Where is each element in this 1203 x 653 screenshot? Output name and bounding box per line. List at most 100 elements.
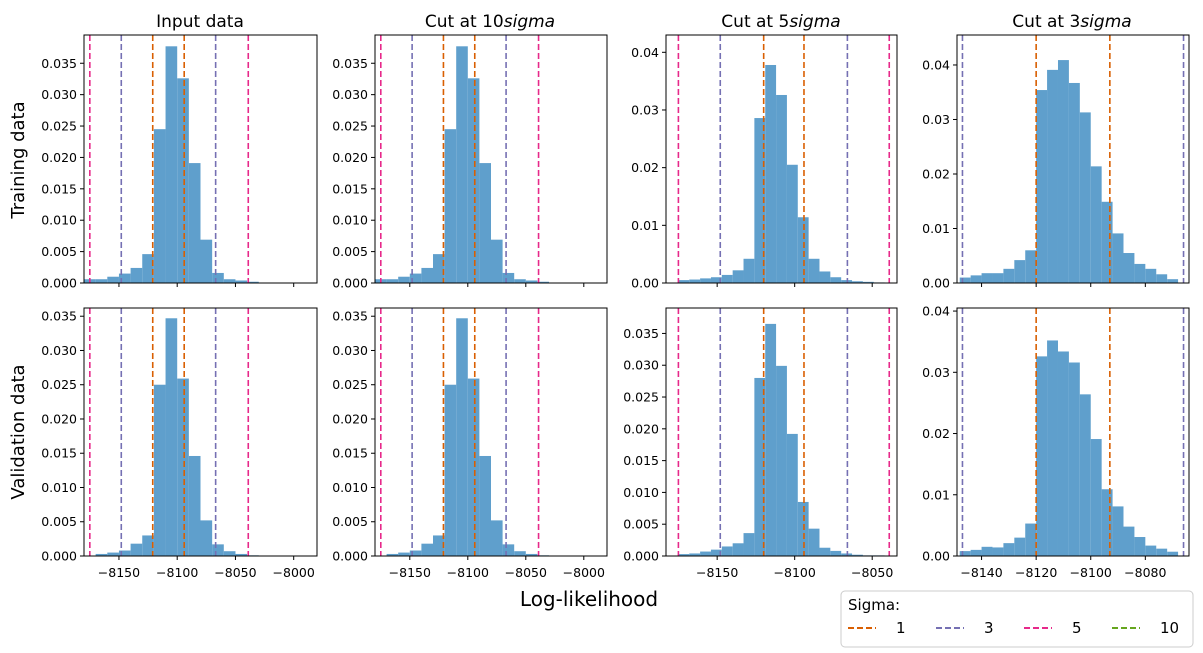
- axes-frame: [665, 34, 898, 284]
- y-tick-label: 0.03: [631, 102, 659, 117]
- histogram-bar: [1112, 506, 1124, 556]
- histogram-bar: [200, 239, 213, 283]
- axes-frame: [665, 307, 898, 557]
- y-tick-label: 0.025: [332, 119, 368, 134]
- histogram-bar: [1090, 439, 1102, 556]
- y-tick-label: 0.030: [41, 343, 77, 358]
- y-tick-label: 0.03: [922, 112, 950, 127]
- panel-0: 0.000 0.005 0.010 0.015 0.020 0.025 0.030 0.035: [41, 34, 318, 291]
- y-tick-label: 0.00: [631, 276, 659, 291]
- histogram-bar: [1014, 537, 1026, 556]
- panel-4: 0.000 0.005 0.010 0.015 0.020 0.025 0.030 0.035…: [41, 307, 318, 580]
- histogram-bar: [1156, 274, 1168, 283]
- y-tick-label: 0.030: [332, 343, 368, 358]
- y-tick-label: 0.010: [41, 480, 77, 495]
- histogram-bar: [235, 280, 248, 283]
- legend-label-sigma-1: 1: [896, 619, 906, 637]
- y-tick-label: 0.01: [631, 218, 659, 233]
- legend-label-sigma-5: 5: [1072, 619, 1082, 637]
- y-tick-label: 0.04: [631, 45, 659, 60]
- histogram-bar: [1025, 250, 1037, 283]
- histogram-bar: [421, 543, 433, 556]
- histogram-bar: [1068, 362, 1080, 556]
- y-tick-label: 0.010: [623, 485, 659, 500]
- histogram-bar: [456, 318, 468, 556]
- histogram-bar: [776, 94, 787, 284]
- histogram-bar: [797, 217, 809, 283]
- histogram-bar: [165, 318, 178, 556]
- y-tick-label: 0.005: [332, 514, 368, 529]
- panel-2: 0.00 0.01 0.02 0.03 0.04: [631, 34, 898, 291]
- histogram-bar: [386, 553, 399, 556]
- legend: Sigma: 1 3 5 10: [840, 590, 1194, 648]
- histogram-bar: [710, 549, 722, 556]
- histogram-bar: [525, 280, 538, 283]
- legend-frame: [840, 590, 1194, 648]
- histogram-bar: [223, 279, 236, 283]
- y-tick-label: 0.000: [332, 549, 368, 564]
- y-tick-label: 0.025: [623, 390, 659, 405]
- histogram-bar: [992, 547, 1004, 556]
- y-tick-label: 0.020: [41, 150, 77, 165]
- x-tick-label: −8080: [1124, 565, 1166, 580]
- histogram-bar: [212, 272, 224, 283]
- histogram-bar: [1003, 268, 1015, 283]
- y-tick-label: 0.020: [332, 411, 368, 426]
- histogram-bar: [1123, 526, 1135, 556]
- y-tick-label: 0.015: [332, 181, 368, 196]
- legend-entries: 1 3 5 10: [848, 619, 1179, 637]
- histogram-bar: [959, 551, 971, 556]
- histogram-bar: [95, 553, 108, 556]
- histogram-bar: [200, 520, 213, 556]
- row-label-training-data: Training data: [8, 101, 29, 219]
- histogram-bar: [1068, 82, 1080, 283]
- histogram-bar: [212, 544, 224, 556]
- y-tick-label: 0.02: [922, 426, 950, 441]
- y-tick-label: 0.035: [41, 309, 77, 324]
- y-tick-label: 0.015: [332, 446, 368, 461]
- y-tick-label: 0.010: [41, 213, 77, 228]
- y-tick-label: 0.00: [922, 549, 950, 564]
- histogram-bar: [118, 550, 131, 556]
- histogram-bar: [819, 547, 831, 556]
- histogram-bar: [786, 164, 798, 283]
- histogram-bar: [678, 280, 690, 283]
- y-tick-label: 0.03: [922, 365, 950, 380]
- axes-frame: [374, 34, 608, 284]
- histogram-bar: [970, 275, 982, 283]
- axes-frame: [83, 34, 318, 284]
- histogram-bar: [1047, 69, 1058, 283]
- histogram-bar: [1036, 90, 1048, 283]
- y-tick-label: 0.030: [623, 358, 659, 373]
- y-tick-label: 0.01: [922, 221, 950, 236]
- x-tick-label: −8050: [505, 565, 547, 580]
- histogram-bar: [1079, 394, 1091, 556]
- column-title-cut-10sigma: Cut at 10sigma: [425, 12, 555, 32]
- histogram-bar: [992, 273, 1004, 283]
- histogram-bar: [1014, 260, 1026, 283]
- histogram-bar: [502, 544, 515, 556]
- row-label-validation-data: Validation data: [8, 364, 29, 499]
- histogram-bar: [808, 528, 820, 556]
- histogram-bar: [1057, 351, 1069, 556]
- column-title-cut-5sigma: Cut at 5sigma: [721, 12, 840, 32]
- histogram-bar: [433, 535, 445, 556]
- axes-frame: [374, 307, 608, 557]
- legend-title: Sigma:: [848, 596, 900, 614]
- histogram-bar: [689, 553, 701, 556]
- x-tick-label: −8000: [273, 565, 315, 580]
- histogram-bar: [153, 384, 166, 556]
- histogram-bar: [732, 270, 744, 283]
- histogram-bar: [95, 279, 108, 283]
- histogram-bar: [444, 129, 457, 283]
- y-tick-label: 0.02: [922, 166, 950, 181]
- histogram-bar: [852, 281, 863, 283]
- histogram-bar: [1134, 537, 1146, 556]
- histogram-bar: [467, 378, 480, 556]
- histogram-bar: [525, 553, 538, 556]
- legend-label-sigma-10: 10: [1160, 619, 1179, 637]
- y-tick-label: 0.010: [332, 480, 368, 495]
- y-tick-label: 0.000: [623, 549, 659, 564]
- histogram-bar: [1079, 112, 1091, 284]
